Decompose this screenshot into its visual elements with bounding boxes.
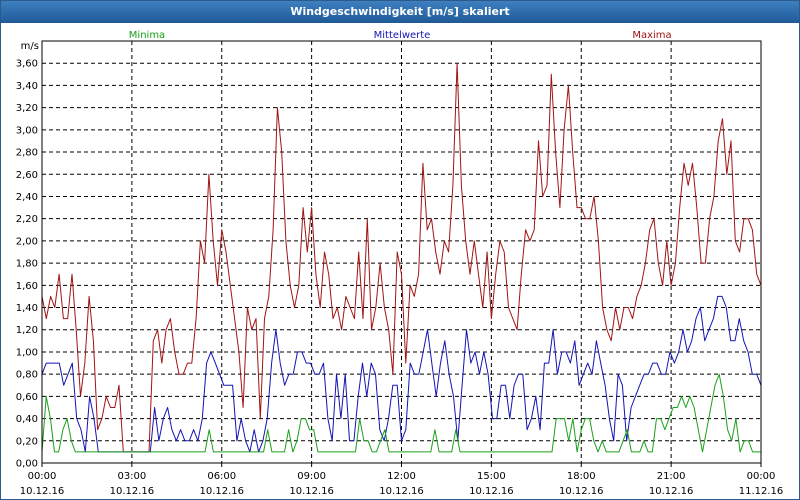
x-tick-date-label: 10.12.16 [110,486,155,497]
series-line-mittelwerte [41,295,762,453]
y-tick-label: 0,60 [16,392,38,403]
series-lines [41,62,762,453]
y-tick-label: 3,00 [16,125,38,136]
y-tick-label: 1,80 [16,259,38,270]
x-tick-time-label: 00:00 [28,471,57,482]
y-tick-label: 2,40 [16,192,38,203]
x-tick-date-label: 11.12.16 [739,486,784,497]
y-tick-label: 2,00 [16,236,38,247]
y-tick-label: 3,60 [16,59,38,70]
y-tick-label: 0,40 [16,414,38,425]
y-tick-label: 1,00 [16,347,38,358]
x-tick-date-label: 10.12.16 [199,486,244,497]
x-tick-time-label: 03:00 [117,471,146,482]
y-tick-label: 2,80 [16,148,38,159]
x-tick-date-label: 10.12.16 [289,486,334,497]
y-tick-label: 3,40 [16,81,38,92]
x-tick-time-label: 15:00 [477,471,506,482]
x-tick-time-label: 06:00 [207,471,236,482]
y-tick-label: 3,20 [16,103,38,114]
x-tick-date-label: 10.12.16 [559,486,604,497]
y-tick-label: 2,60 [16,170,38,181]
x-tick-time-label: 00:00 [747,471,776,482]
x-tick-time-label: 18:00 [567,471,596,482]
y-tick-label: 1,20 [16,325,38,336]
series-line-minima [41,373,761,453]
y-tick-label: 0,20 [16,436,38,447]
x-tick-labels: 00:00 10.12.16 03:00 10.12.16 06:00 10.12.16 0… [20,471,784,497]
x-tick-date-label: 10.12.16 [649,486,694,497]
legend-minima: Minima [129,30,165,41]
plot-area-frame [41,40,762,464]
x-tick-date-label: 10.12.16 [20,486,65,497]
y-tick-label: 1,40 [16,303,38,314]
y-axis-unit-label: m/s [21,41,39,52]
x-tick-time-label: 12:00 [387,471,416,482]
wind-speed-chart: Minima Mittelwerte Maxima m/s 0,000,200,… [16,30,784,497]
legend-maxima: Maxima [632,30,671,41]
x-tick-time-label: 21:00 [657,471,686,482]
x-tick-date-label: 10.12.16 [379,486,424,497]
grid [41,41,762,467]
series-line-maxima [41,62,762,453]
x-tick-date-label: 10.12.16 [469,486,514,497]
x-tick-time-label: 09:00 [297,471,326,482]
y-tick-label: 2,20 [16,214,38,225]
y-tick-label: 0,80 [16,370,38,381]
y-tick-label: 1,60 [16,281,38,292]
y-tick-labels: 0,00 0,20 0,40 0,60 0,80 1,00 1,20 1,40 1,60 1,80… [16,59,38,470]
chart-title: Windgeschwindigkeit [m/s] skaliert [1,1,799,23]
y-tick-label: 0,00 [16,459,38,470]
legend-mittelwerte: Mittelwerte [374,30,431,41]
